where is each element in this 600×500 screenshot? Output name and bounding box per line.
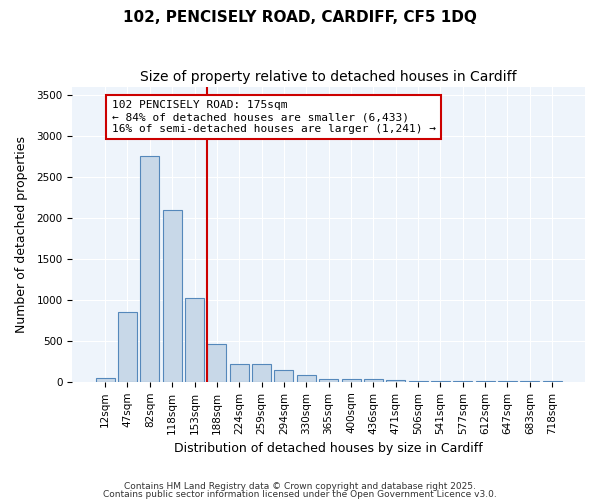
- Bar: [230, 364, 249, 382]
- Bar: [185, 298, 204, 382]
- Bar: [163, 210, 182, 382]
- Bar: [140, 156, 160, 382]
- Bar: [431, 381, 450, 382]
- Bar: [386, 380, 405, 382]
- X-axis label: Distribution of detached houses by size in Cardiff: Distribution of detached houses by size …: [174, 442, 483, 455]
- Bar: [297, 376, 316, 382]
- Text: 102, PENCISELY ROAD, CARDIFF, CF5 1DQ: 102, PENCISELY ROAD, CARDIFF, CF5 1DQ: [123, 10, 477, 25]
- Text: Contains public sector information licensed under the Open Government Licence v3: Contains public sector information licen…: [103, 490, 497, 499]
- Bar: [319, 378, 338, 382]
- Bar: [252, 364, 271, 382]
- Text: 102 PENCISELY ROAD: 175sqm
← 84% of detached houses are smaller (6,433)
16% of s: 102 PENCISELY ROAD: 175sqm ← 84% of deta…: [112, 100, 436, 134]
- Bar: [95, 378, 115, 382]
- Bar: [274, 370, 293, 382]
- Bar: [409, 381, 428, 382]
- Bar: [118, 312, 137, 382]
- Text: Contains HM Land Registry data © Crown copyright and database right 2025.: Contains HM Land Registry data © Crown c…: [124, 482, 476, 491]
- Title: Size of property relative to detached houses in Cardiff: Size of property relative to detached ho…: [140, 70, 517, 84]
- Y-axis label: Number of detached properties: Number of detached properties: [15, 136, 28, 332]
- Bar: [208, 344, 226, 382]
- Bar: [341, 378, 361, 382]
- Bar: [364, 380, 383, 382]
